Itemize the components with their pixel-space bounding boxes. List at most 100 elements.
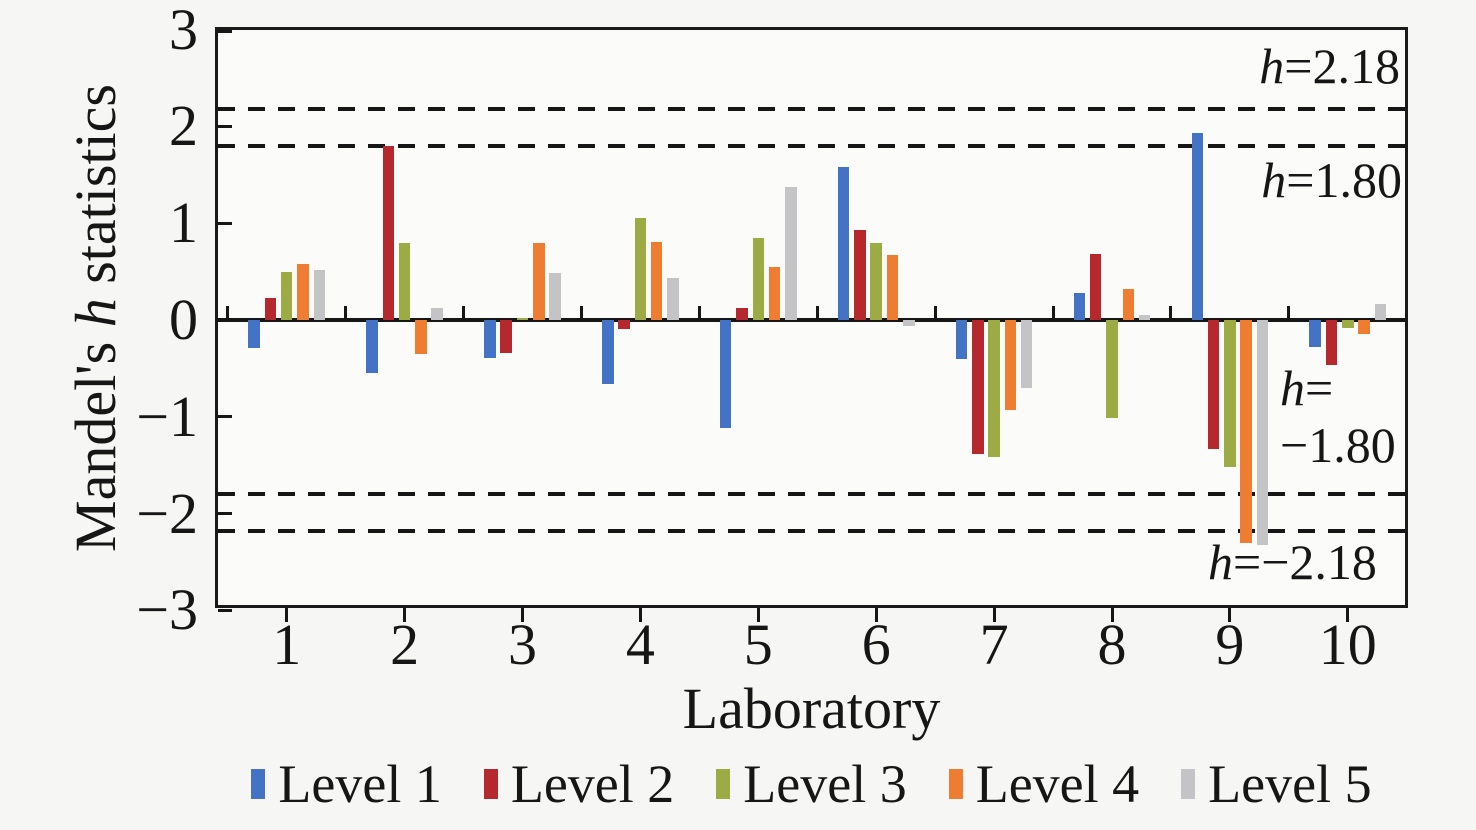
y-axis-tick bbox=[218, 30, 232, 33]
annotation-equals: = bbox=[1305, 360, 1334, 416]
x-axis-tick-label: 9 bbox=[1215, 612, 1245, 677]
legend-swatch-icon bbox=[948, 769, 963, 799]
bar-lab2-level-3 bbox=[398, 242, 411, 320]
annotation-h-lower-1.80: h= −1.80 bbox=[1280, 360, 1396, 474]
y-axis-tick-label: 3 bbox=[169, 0, 198, 62]
bar-lab9-level-3 bbox=[1224, 320, 1236, 468]
x-axis-tick bbox=[285, 608, 289, 622]
reference-line-h-2.18 bbox=[218, 106, 1405, 111]
legend-swatch-icon bbox=[251, 769, 266, 799]
bar-lab4-level-2 bbox=[618, 320, 630, 329]
legend-swatch-icon bbox=[716, 769, 731, 799]
legend-item-level-2: Level 2 bbox=[483, 754, 675, 814]
y-axis-tick bbox=[218, 512, 232, 516]
bar-lab5-level-2 bbox=[736, 308, 748, 320]
bar-lab7-level-1 bbox=[955, 320, 968, 359]
bar-lab10-level-4 bbox=[1358, 320, 1370, 334]
x-axis-tick-label: 5 bbox=[743, 612, 773, 677]
legend-label: Level 3 bbox=[743, 754, 907, 814]
x-axis-tick bbox=[1228, 608, 1232, 622]
bar-lab8-level-1 bbox=[1073, 292, 1086, 320]
annotation-value: =2.18 bbox=[1284, 38, 1400, 94]
y-axis-tick-label: −3 bbox=[136, 577, 198, 643]
y-axis-tick-label: 0 bbox=[169, 287, 198, 352]
bar-lab6-level-1 bbox=[837, 167, 850, 320]
bar-lab1-level-2 bbox=[264, 297, 277, 320]
bar-lab10-level-3 bbox=[1342, 320, 1354, 328]
group-boundary-tick bbox=[933, 306, 937, 319]
x-axis-tick-label: 6 bbox=[861, 612, 891, 677]
x-axis-tick bbox=[756, 608, 760, 622]
reference-line-h--1.8 bbox=[218, 492, 1405, 497]
annotation-value: =−2.18 bbox=[1233, 534, 1377, 590]
bar-lab7-level-4 bbox=[1004, 320, 1017, 411]
legend-item-level-4: Level 4 bbox=[948, 754, 1140, 814]
bar-lab2-level-4 bbox=[415, 320, 427, 354]
group-boundary-tick bbox=[344, 306, 348, 319]
bar-lab5-level-4 bbox=[768, 266, 781, 320]
x-axis-tick bbox=[1110, 608, 1114, 622]
bar-lab3-level-5 bbox=[549, 272, 561, 320]
plot-area bbox=[215, 27, 1408, 612]
y-axis-tick bbox=[218, 608, 232, 612]
bar-lab2-level-2 bbox=[382, 145, 395, 320]
group-boundary-tick bbox=[1169, 306, 1173, 319]
y-axis-tick bbox=[218, 124, 232, 128]
bar-lab8-level-5 bbox=[1138, 315, 1151, 320]
bar-lab4-level-3 bbox=[634, 218, 647, 320]
bar-lab7-level-2 bbox=[972, 320, 984, 454]
bar-lab10-level-1 bbox=[1309, 320, 1321, 348]
bar-lab1-level-4 bbox=[297, 263, 309, 320]
x-axis-tick-label: 8 bbox=[1097, 612, 1127, 677]
annotation-h-lower-2.18: h=−2.18 bbox=[1208, 534, 1377, 591]
x-axis-title: Laboratory bbox=[682, 676, 941, 741]
y-axis-tick-label: 2 bbox=[169, 93, 198, 159]
bar-lab4-level-5 bbox=[667, 278, 679, 320]
bar-lab3-level-3 bbox=[516, 318, 529, 320]
y-axis-tick bbox=[218, 221, 232, 225]
bar-lab10-level-5 bbox=[1374, 303, 1387, 320]
legend-label: Level 2 bbox=[510, 754, 675, 814]
annotation-line2: −1.80 bbox=[1280, 417, 1396, 473]
bar-lab4-level-4 bbox=[650, 241, 663, 320]
annotation-value: =1.80 bbox=[1286, 152, 1402, 208]
x-axis-tick-label: 4 bbox=[625, 612, 655, 677]
bar-lab6-level-2 bbox=[854, 229, 866, 320]
bar-lab8-level-3 bbox=[1106, 320, 1118, 418]
bar-lab7-level-5 bbox=[1020, 320, 1033, 388]
reference-line-h--2.18 bbox=[218, 529, 1405, 534]
bar-lab2-level-5 bbox=[431, 308, 443, 320]
bar-lab10-level-2 bbox=[1325, 320, 1338, 365]
legend-label: Level 1 bbox=[278, 754, 442, 814]
group-boundary-tick bbox=[1051, 306, 1055, 319]
x-axis-tick-label: 3 bbox=[508, 612, 537, 677]
legend-swatch-icon bbox=[483, 769, 498, 799]
x-axis-tick bbox=[874, 608, 878, 622]
zero-axis-line bbox=[218, 318, 1405, 322]
annotation-italic-h: h bbox=[1259, 38, 1285, 94]
x-axis-tick-label: 7 bbox=[979, 612, 1009, 677]
bar-lab5-level-3 bbox=[752, 237, 765, 320]
bar-lab5-level-1 bbox=[719, 320, 732, 429]
legend-label: Level 4 bbox=[975, 754, 1140, 814]
bar-lab4-level-1 bbox=[602, 320, 614, 384]
group-boundary-tick bbox=[697, 306, 701, 319]
y-axis-tick-label: −1 bbox=[136, 383, 198, 449]
x-axis-tick bbox=[1346, 608, 1350, 622]
bar-lab1-level-5 bbox=[313, 269, 326, 320]
annotation-italic-h: h bbox=[1261, 152, 1287, 208]
bar-lab6-level-4 bbox=[886, 255, 899, 320]
bar-lab5-level-5 bbox=[785, 187, 797, 320]
legend-item-level-5: Level 5 bbox=[1181, 754, 1372, 814]
bar-lab3-level-1 bbox=[484, 320, 496, 358]
reference-line-h-1.8 bbox=[218, 143, 1405, 148]
legend: Level 1 Level 2 Level 3 Level 4 Level 5 bbox=[215, 754, 1408, 814]
bar-lab7-level-3 bbox=[988, 320, 1000, 457]
bar-lab8-level-4 bbox=[1122, 289, 1135, 320]
group-boundary-tick bbox=[1287, 306, 1291, 319]
legend-item-level-1: Level 1 bbox=[251, 754, 442, 814]
annotation-italic-h: h bbox=[1208, 534, 1233, 590]
y-axis-tick-label: −2 bbox=[136, 480, 198, 546]
legend-label: Level 5 bbox=[1208, 754, 1372, 814]
group-boundary-tick bbox=[815, 306, 819, 319]
